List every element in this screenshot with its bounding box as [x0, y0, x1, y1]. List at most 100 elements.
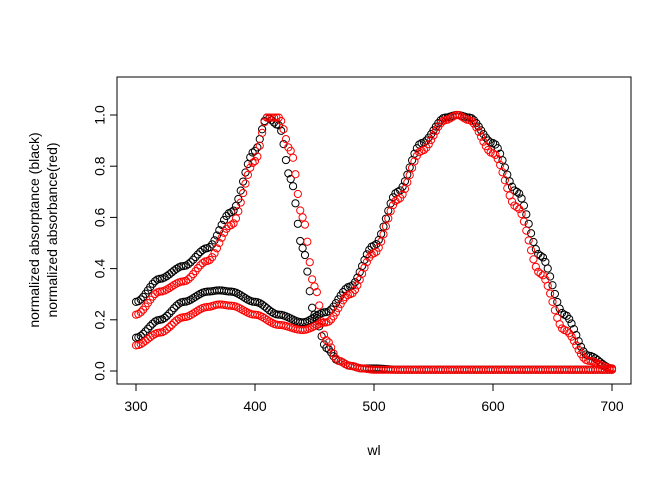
x-tick-label: 600	[481, 398, 505, 414]
data-point	[193, 264, 202, 273]
data-point	[424, 140, 433, 149]
data-point	[191, 252, 200, 262]
data-point	[246, 163, 255, 172]
data-point	[134, 309, 143, 319]
data-point	[500, 163, 509, 172]
data-point	[160, 326, 169, 336]
y-axis-label-line-1: normalized absorptance (black)	[26, 132, 42, 327]
data-point	[236, 198, 245, 207]
data-point	[536, 269, 545, 278]
data-point	[215, 238, 224, 248]
data-point	[488, 139, 498, 148]
data-point	[255, 141, 264, 150]
y-tick-label: 1.0	[92, 105, 108, 125]
data-point	[555, 320, 564, 329]
data-point	[136, 308, 145, 317]
data-point	[212, 231, 222, 240]
data-point	[279, 125, 288, 134]
data-point	[217, 233, 226, 242]
data-point	[143, 324, 152, 333]
data-point	[550, 306, 559, 315]
data-point	[277, 126, 286, 135]
data-point	[172, 264, 181, 273]
y-tick-label: 0.2	[92, 310, 108, 330]
data-point	[324, 317, 333, 326]
data-point	[298, 244, 307, 253]
data-point	[567, 319, 576, 328]
data-point	[429, 131, 438, 140]
data-point	[198, 245, 207, 255]
data-point	[362, 257, 371, 267]
data-point	[529, 255, 538, 264]
data-point	[167, 320, 176, 330]
data-point	[555, 304, 564, 313]
data-point	[219, 215, 229, 225]
data-point	[522, 210, 531, 219]
data-point	[338, 287, 348, 297]
data-point	[515, 189, 524, 198]
data-point	[239, 292, 248, 301]
data-point	[162, 325, 172, 334]
data-point	[210, 236, 219, 245]
y-tick-label: 0.8	[92, 156, 108, 176]
data-point	[210, 249, 219, 258]
data-point	[141, 327, 150, 336]
data-point	[538, 253, 548, 262]
data-point	[253, 152, 262, 161]
data-point	[169, 280, 179, 290]
data-point	[241, 179, 250, 188]
data-point	[296, 206, 305, 215]
x-tick-label: 500	[362, 398, 386, 414]
data-point	[334, 304, 343, 313]
data-point	[260, 117, 269, 127]
data-point	[139, 329, 148, 338]
data-point	[415, 148, 424, 157]
data-point	[186, 258, 195, 267]
data-point	[162, 311, 172, 321]
data-point	[522, 226, 531, 235]
data-point	[474, 127, 483, 136]
data-point	[239, 177, 248, 186]
data-point	[419, 145, 429, 155]
data-point	[248, 148, 257, 157]
data-point	[538, 271, 548, 280]
data-point	[134, 297, 143, 306]
data-point	[193, 306, 202, 315]
data-point	[317, 332, 326, 341]
data-point	[219, 228, 229, 237]
data-point	[531, 262, 540, 271]
data-point	[488, 149, 498, 158]
data-point	[331, 308, 341, 317]
data-point	[150, 317, 160, 326]
data-point	[150, 277, 160, 286]
data-point	[505, 177, 514, 186]
data-point	[253, 143, 262, 152]
data-point	[329, 349, 338, 358]
data-point	[524, 236, 533, 245]
data-point	[293, 189, 302, 199]
data-point	[184, 275, 193, 284]
data-point	[186, 310, 195, 320]
data-point	[403, 178, 412, 187]
data-point	[391, 196, 400, 206]
data-point	[312, 311, 321, 320]
data-point	[457, 112, 467, 121]
data-point	[165, 309, 174, 318]
data-point	[512, 187, 521, 196]
data-point	[477, 132, 486, 141]
data-point	[512, 203, 521, 212]
data-point	[174, 299, 183, 308]
data-point	[288, 153, 298, 162]
data-point	[503, 184, 512, 193]
data-point	[148, 331, 157, 340]
y-tick-label: 0.6	[92, 207, 108, 227]
data-point	[467, 116, 476, 126]
x-tick-label: 300	[124, 398, 148, 414]
data-point	[305, 316, 314, 325]
data-point	[484, 136, 493, 145]
data-point	[360, 263, 369, 272]
data-point	[322, 336, 331, 345]
data-point	[300, 220, 310, 229]
data-point	[605, 364, 614, 373]
data-point	[350, 285, 360, 295]
